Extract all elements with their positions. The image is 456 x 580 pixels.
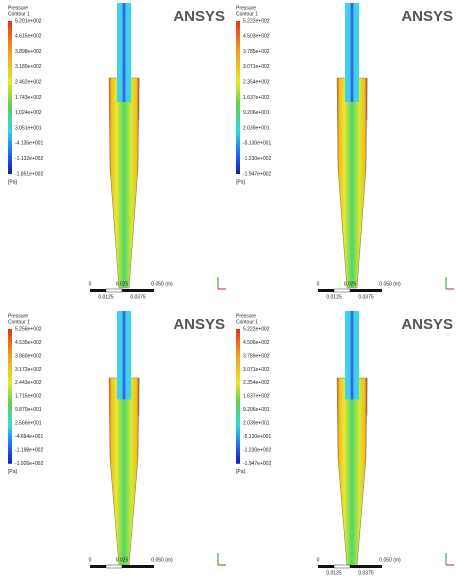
legend-unit: [Pa] [8,469,18,475]
color-bar [8,21,12,174]
legend-level: -5.130e+001 [243,141,271,147]
legend-level: -1.198e+002 [15,448,43,454]
color-bar [8,329,12,464]
legend-level: 4.506e+002 [243,340,270,346]
scale-bar-dark [318,289,334,292]
outlet-tube [345,3,359,102]
scale-label: 0 [89,557,92,563]
legend-level: 2.443e+002 [15,380,42,386]
outlet-tube [117,311,131,399]
legend-level: 3.860e+002 [15,353,42,359]
legend-level: -4.135e+001 [15,141,43,147]
legend-level: 5.222e+002 [243,18,270,24]
legend-level: -1.926e+002 [15,461,43,467]
ansys-logo: ANSYS [401,316,453,333]
contour-panel: PressureContour 15.222e+0024.503e+0023.7… [230,3,456,303]
scale-label: 0.0125 [98,294,114,300]
legend-unit: [Pa] [236,179,246,185]
legend-level: 9.870e+001 [15,407,42,413]
legend-level: -4.694e+001 [15,434,43,440]
legend-level: 2.462e+002 [15,80,42,86]
scale-label: 0 [317,557,320,563]
color-bar [236,329,240,464]
scale-label: 0.0125 [326,294,342,300]
legend-level: 4.615e+002 [15,34,42,40]
figure: PressureContour 15.201e+0024.615e+0023.8… [0,0,456,580]
legend-level: 4.503e+002 [243,34,270,40]
legend-level: 1.743e+002 [15,95,42,101]
scale-bar-dark [90,565,106,568]
legend-level: 2.566e+001 [15,421,42,427]
outlet-tube [117,3,131,102]
legend-level: -1.947e+002 [243,171,271,177]
legend-level: 4.535e+002 [15,340,42,346]
scale-bar-dark [318,565,334,568]
legend-level: 1.637e+002 [243,394,270,400]
outlet-tube [345,311,359,399]
scale-bar-dark [350,565,382,568]
ansys-logo: ANSYS [173,8,225,25]
legend-unit: [Pa] [8,179,18,185]
legend-level: -5.130e+001 [243,434,271,440]
legend-level: 5.256e+002 [15,326,42,332]
scale-bar-dark [122,565,154,568]
scale-bar-dark [90,289,106,292]
scale-label: 0.0375 [358,294,374,300]
scale-bar-light [334,565,350,568]
legend-level: 9.206e+001 [243,110,270,116]
legend-level: 3.172e+002 [15,367,42,373]
legend-level: 2.354e+002 [243,380,270,386]
scale-label: 0.050 (m) [151,281,173,287]
color-bar [236,21,240,174]
legend-level: 3.785e+002 [243,49,270,55]
legend-level: 3.789e+002 [243,353,270,359]
scale-label: 0.025 [344,281,357,287]
legend-level: 2.039e+001 [243,125,270,131]
scale-label: 0.025 [116,557,129,563]
legend-level: 5.222e+002 [243,326,270,332]
legend-subtitle: Contour 1 [236,319,258,325]
legend-level: -1.132e+002 [15,156,43,162]
legend-level: -1.230e+002 [243,448,271,454]
legend-level: -1.947e+002 [243,461,271,467]
legend-subtitle: Contour 1 [8,11,30,17]
legend-level: 3.180e+002 [15,64,42,70]
legend-level: 2.354e+002 [243,80,270,86]
legend-level: 1.637e+002 [243,95,270,101]
legend-subtitle: Contour 1 [8,319,30,325]
legend-subtitle: Contour 1 [236,11,258,17]
ansys-logo: ANSYS [401,8,453,25]
scale-bar-light [106,289,122,292]
legend-unit: [Pa] [236,469,246,475]
legend-level: 3.898e+002 [15,49,42,55]
scale-label: 0 [317,281,320,287]
scale-bar-light [106,565,122,568]
scale-label: 0 [89,281,92,287]
legend-level: -1.230e+002 [243,156,271,162]
scale-label: 0.050 (m) [379,557,401,563]
legend-level: -1.851e+002 [15,171,43,177]
legend-level: 1.024e+002 [15,110,42,116]
scale-bar-light [334,289,350,292]
legend-level: 5.201e+002 [15,18,42,24]
legend-level: 2.039e+001 [243,421,270,427]
scale-label: 0.0375 [130,294,146,300]
scale-label: 0.050 (m) [151,557,173,563]
scale-bar-dark [350,289,382,292]
scale-label: 0.025 [116,281,129,287]
legend-level: 3.071e+002 [243,64,270,70]
legend-level: 1.715e+002 [15,394,42,400]
scale-label: 0.050 (m) [379,281,401,287]
scale-label: 0.0125 [326,570,342,576]
legend-level: 9.206e+001 [243,407,270,413]
scale-bar-dark [122,289,154,292]
legend-level: 3.071e+002 [243,367,270,373]
legend-level: 3.051e+001 [15,125,42,131]
scale-label: 0.0375 [358,570,374,576]
ansys-logo: ANSYS [173,316,225,333]
